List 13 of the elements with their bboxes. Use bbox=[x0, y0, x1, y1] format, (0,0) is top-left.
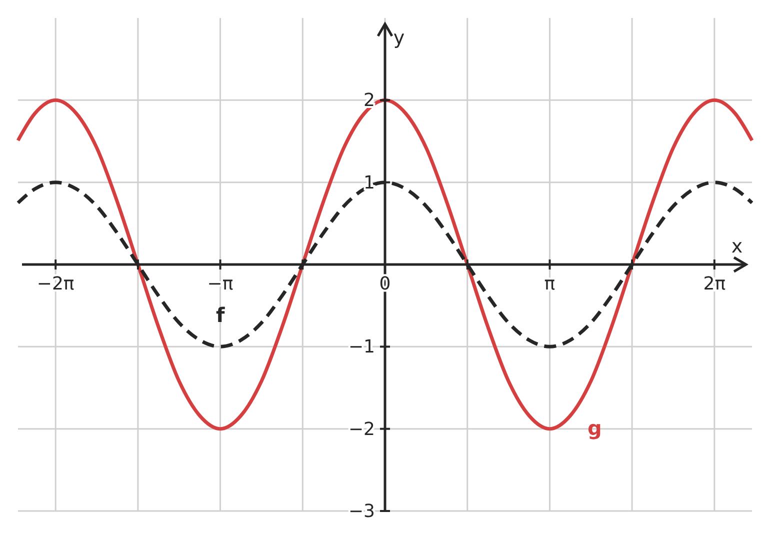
y-tick-label: 2 bbox=[364, 90, 375, 112]
y-tick-label: −1 bbox=[348, 336, 375, 358]
y-axis-title: y bbox=[393, 27, 405, 49]
x-tick-label: −π bbox=[207, 274, 234, 294]
x-tick-label: 2π bbox=[703, 274, 726, 294]
y-tick-label: −3 bbox=[348, 501, 375, 522]
x-axis-title: x bbox=[731, 236, 743, 258]
x-tick-label: −2π bbox=[36, 274, 74, 294]
x-tick-label: π bbox=[544, 274, 556, 294]
series-label: f bbox=[216, 303, 225, 328]
series-label: g bbox=[588, 416, 602, 440]
y-tick-label: 1 bbox=[364, 172, 375, 194]
y-tick-label: −2 bbox=[348, 418, 375, 440]
